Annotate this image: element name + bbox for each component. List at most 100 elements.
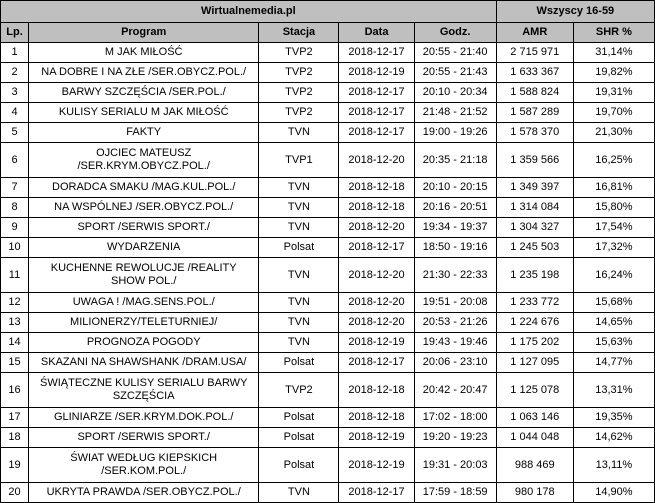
cell-time: 19:00 - 19:26 bbox=[413, 122, 497, 143]
cell-amr: 1 063 146 bbox=[495, 407, 574, 428]
cell-rank: 11 bbox=[0, 257, 30, 293]
cell-station: TVN bbox=[258, 217, 340, 238]
cell-time: 19:51 - 20:08 bbox=[413, 292, 497, 313]
cell-shr: 21,30% bbox=[572, 122, 655, 143]
cell-shr: 19,35% bbox=[572, 407, 655, 428]
cell-shr: 14,65% bbox=[572, 312, 655, 333]
cell-amr: 988 469 bbox=[495, 447, 574, 483]
cell-rank: 18 bbox=[0, 427, 30, 448]
cell-program: KULISY SERIALU M JAK MIŁOŚĆ bbox=[28, 102, 260, 123]
program-title-line: PROGNOZA POGODY bbox=[86, 336, 201, 349]
table-row: 7 DORADCA SMAKU /MAG.KUL.POL./ TVN 2018-12-… bbox=[0, 177, 655, 198]
cell-rank: 14 bbox=[0, 332, 30, 353]
cell-time: 20:35 - 21:18 bbox=[413, 142, 497, 178]
cell-program: KUCHENNE REWOLUCJE /REALITY SHOW POL./ bbox=[28, 257, 260, 293]
cell-date: 2018-12-19 bbox=[338, 447, 415, 483]
cell-station: TVN bbox=[258, 177, 340, 198]
cell-program: M JAK MIŁOŚĆ bbox=[28, 42, 260, 63]
cell-amr: 1 224 676 bbox=[495, 312, 574, 333]
cell-shr: 13,31% bbox=[572, 372, 655, 408]
cell-shr: 17,54% bbox=[572, 217, 655, 238]
cell-time: 19:31 - 20:03 bbox=[413, 447, 497, 483]
cell-time: 17:59 - 18:59 bbox=[413, 482, 497, 503]
cell-program: FAKTY bbox=[28, 122, 260, 143]
cell-rank: 4 bbox=[0, 102, 30, 123]
cell-rank: 19 bbox=[0, 447, 30, 483]
cell-rank: 17 bbox=[0, 407, 30, 428]
cell-date: 2018-12-18 bbox=[338, 407, 415, 428]
cell-rank: 2 bbox=[0, 62, 30, 83]
cell-station: TVN bbox=[258, 257, 340, 293]
cell-date: 2018-12-20 bbox=[338, 217, 415, 238]
cell-date: 2018-12-20 bbox=[338, 257, 415, 293]
cell-shr: 16,24% bbox=[572, 257, 655, 293]
cell-amr: 1 587 289 bbox=[495, 102, 574, 123]
program-title-line: /SER.KRYM.OBYCZ.POL./ bbox=[77, 160, 210, 172]
cell-time: 20:10 - 20:15 bbox=[413, 177, 497, 198]
program-title-line: KULISY SERIALU M JAK MIŁOŚĆ bbox=[58, 106, 229, 119]
column-header-godz: Godz. bbox=[413, 22, 497, 43]
cell-amr: 1 127 095 bbox=[495, 352, 574, 373]
cell-program: MILIONERZY/TELETURNIEJ/ bbox=[28, 312, 260, 333]
cell-date: 2018-12-20 bbox=[338, 312, 415, 333]
cell-date: 2018-12-17 bbox=[338, 42, 415, 63]
cell-station: TVP2 bbox=[258, 42, 340, 63]
cell-station: TVN bbox=[258, 197, 340, 218]
program-title-line: BARWY SZCZĘŚCIA /SER.POL./ bbox=[61, 86, 226, 99]
cell-rank: 6 bbox=[0, 142, 30, 178]
cell-program: NA WSPÓLNEJ /SER.OBYCZ.POL./ bbox=[28, 197, 260, 218]
program-title-line: OJCIEC MATEUSZ bbox=[96, 147, 192, 160]
cell-date: 2018-12-18 bbox=[338, 177, 415, 198]
cell-time: 19:43 - 19:46 bbox=[413, 332, 497, 353]
cell-station: Polsat bbox=[258, 447, 340, 483]
cell-time: 20:16 - 20:51 bbox=[413, 197, 497, 218]
cell-amr: 2 715 971 bbox=[495, 42, 574, 63]
column-header-row: Lp. Program Stacja Data Godz. AMR SHR % bbox=[0, 22, 655, 43]
cell-rank: 16 bbox=[0, 372, 30, 408]
table-row: 6 OJCIEC MATEUSZ/SER.KRYM.OBYCZ.POL./TVP1… bbox=[0, 142, 655, 178]
cell-program: ŚWIAT WEDŁUG KIEPSKICH/SER.KOM.POL./ bbox=[28, 447, 260, 483]
program-title-line: SPORT /SERWIS SPORT./ bbox=[77, 221, 210, 234]
program-title-line: SZCZĘŚCIA bbox=[112, 390, 175, 402]
cell-amr: 1 349 397 bbox=[495, 177, 574, 198]
cell-date: 2018-12-17 bbox=[338, 237, 415, 258]
table-row: 13 MILIONERZY/TELETURNIEJ/TVN 2018-12-20 20… bbox=[0, 312, 655, 333]
cell-shr: 15,63% bbox=[572, 332, 655, 353]
table-row: 5 FAKTY TVN 2018-12-17 19:00 - 19:26 1 578 37… bbox=[0, 122, 655, 143]
table-row: 19 ŚWIAT WEDŁUG KIEPSKICH/SER.KOM.POL./Po… bbox=[0, 447, 655, 483]
cell-date: 2018-12-18 bbox=[338, 197, 415, 218]
cell-rank: 20 bbox=[0, 482, 30, 503]
cell-time: 21:30 - 22:33 bbox=[413, 257, 497, 293]
cell-amr: 1 304 327 bbox=[495, 217, 574, 238]
cell-time: 20:42 - 20:47 bbox=[413, 372, 497, 408]
cell-rank: 5 bbox=[0, 122, 30, 143]
table-row: 2 NA DOBRE I NA ZŁE /SER.OBYCZ.POL./TVP2 2… bbox=[0, 62, 655, 83]
cell-program: OJCIEC MATEUSZ/SER.KRYM.OBYCZ.POL./ bbox=[28, 142, 260, 178]
program-title-line: GLINIARZE /SER.KRYM.DOK.POL./ bbox=[53, 411, 234, 424]
cell-amr: 980 178 bbox=[495, 482, 574, 503]
cell-station: TVP2 bbox=[258, 62, 340, 83]
table-row: 12 UWAGA ! /MAG.SENS.POL./ TVN 2018-12-20 19… bbox=[0, 292, 655, 313]
cell-amr: 1 359 566 bbox=[495, 142, 574, 178]
column-header-amr: AMR bbox=[495, 22, 574, 43]
cell-station: Polsat bbox=[258, 352, 340, 373]
cell-program: NA DOBRE I NA ZŁE /SER.OBYCZ.POL./ bbox=[28, 62, 260, 83]
cell-program: UKRYTA PRAWDA /SER.OBYCZ.POL./ bbox=[28, 482, 260, 503]
program-title-line: SHOW POL./ bbox=[110, 275, 177, 287]
cell-time: 20:55 - 21:40 bbox=[413, 42, 497, 63]
program-title-line: /SER.KOM.POL./ bbox=[101, 465, 187, 477]
cell-program: SKAZANI NA SHAWSHANK /DRAM.USA/ bbox=[28, 352, 260, 373]
cell-shr: 31,14% bbox=[572, 42, 655, 63]
table-row: 20 UKRYTA PRAWDA /SER.OBYCZ.POL./ TVN 2018-… bbox=[0, 482, 655, 503]
cell-program: WYDARZENIA bbox=[28, 237, 260, 258]
group-header-audience: Wszyscy 16-59 bbox=[495, 0, 655, 23]
cell-date: 2018-12-17 bbox=[338, 102, 415, 123]
cell-date: 2018-12-19 bbox=[338, 332, 415, 353]
cell-rank: 13 bbox=[0, 312, 30, 333]
cell-date: 2018-12-17 bbox=[338, 82, 415, 103]
cell-program: UWAGA ! /MAG.SENS.POL./ bbox=[28, 292, 260, 313]
table-header: Wirtualnemedia.pl Wszyscy 16-59 Lp. Prog… bbox=[0, 0, 655, 43]
table-row: 11 KUCHENNE REWOLUCJE /REALITY SHOW POL./T… bbox=[0, 257, 655, 293]
